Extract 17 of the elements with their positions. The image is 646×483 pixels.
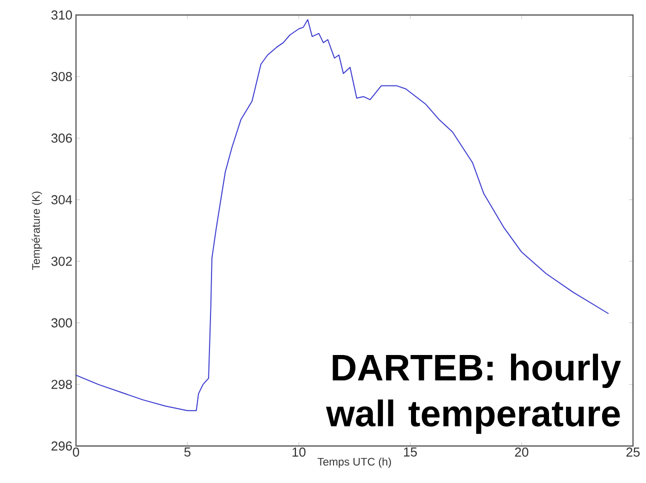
- x-tick-label: 5: [184, 448, 190, 457]
- annotation: DARTEB: hourly wall temperature: [326, 354, 621, 434]
- x-tick-label: 0: [72, 448, 80, 457]
- y-tick-label: 300: [51, 318, 72, 328]
- y-tick-label: 308: [51, 72, 72, 82]
- y-tick-label: 296: [52, 441, 72, 451]
- y-tick-label: 302: [51, 256, 72, 266]
- y-tick-label: 306: [51, 134, 72, 143]
- y-axis-title: Température (K): [32, 192, 42, 270]
- x-tick-label: 15: [404, 448, 417, 457]
- x-tick-label: 25: [626, 448, 640, 457]
- y-tick-label: 310: [51, 10, 72, 20]
- x-axis-title: Temps UTC (h): [318, 458, 391, 468]
- x-tick-label: 10: [292, 448, 306, 457]
- y-tick-label: 298: [52, 380, 72, 390]
- x-tick-label: 20: [515, 448, 528, 457]
- y-tick-label: 304: [51, 195, 72, 204]
